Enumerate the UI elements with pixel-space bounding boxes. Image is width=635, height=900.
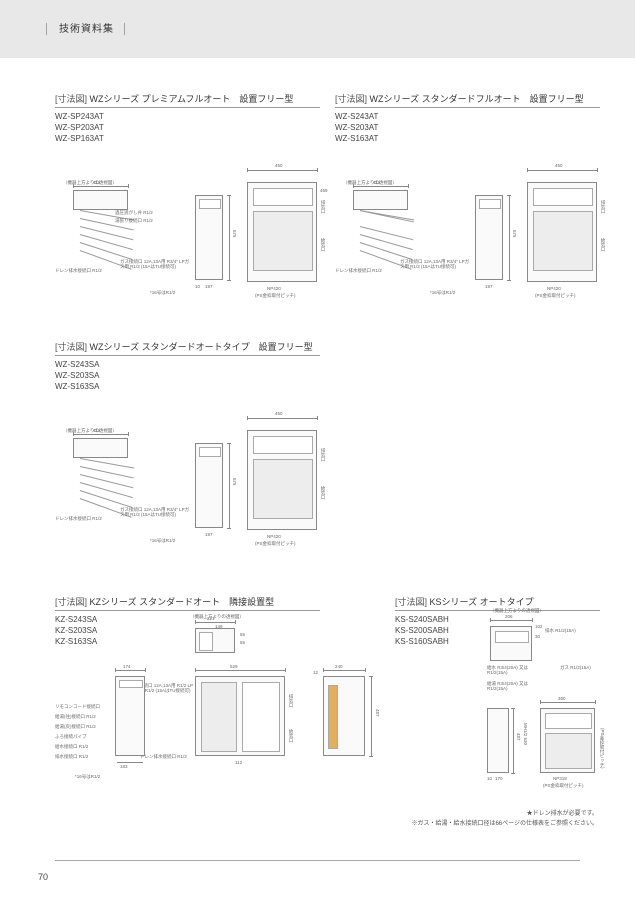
header-bar-left: │	[44, 24, 51, 35]
footnote-1: ★ドレン排水が必要です。	[350, 808, 598, 817]
section-title: [寸法図] KZシリーズ スタンダードオート 隣接設置型	[55, 595, 320, 608]
topview-box	[73, 190, 128, 210]
diagram-kz-standard: （機器上方よりの透視図） 221 149 55 55 リモコンコード接続口 給湯…	[55, 614, 395, 814]
section-title: [寸法図] WZシリーズ スタンダードフルオート 設置フリー型	[335, 92, 600, 105]
model-list: WZ-SP243AT WZ-SP203AT WZ-SP163AT	[55, 112, 320, 144]
header-title-text: 技術資料集	[59, 24, 114, 35]
section-divider	[335, 107, 600, 108]
header-bar-right: │	[122, 24, 129, 35]
section-divider	[55, 355, 320, 356]
section-title: [寸法図] WZシリーズ スタンダードオートタイプ 設置フリー型	[55, 340, 320, 353]
front-box	[247, 182, 317, 282]
footnote-2: ※ガス・給湯・給水接続口径は66ページの仕様表をご参照ください。	[350, 818, 598, 827]
model-list: WZ-S243AT WZ-S203AT WZ-S163AT	[335, 112, 600, 144]
section-wz-standard-auto: [寸法図] WZシリーズ スタンダードオートタイプ 設置フリー型 WZ-S243…	[55, 340, 320, 392]
section-divider	[55, 107, 320, 108]
section-wz-premium: [寸法図] WZシリーズ プレミアムフルオート 設置フリー型 WZ-SP243A…	[55, 92, 320, 144]
footer-rule	[55, 860, 580, 861]
page-number: 70	[38, 872, 48, 882]
section-title: [寸法図] WZシリーズ プレミアムフルオート 設置フリー型	[55, 92, 320, 105]
dim-412	[73, 186, 128, 187]
diagram-wz-standard-auto: （機器上方よりの透視図） 412 ドレン排水接続口 R1/2 ガス接続口 12A…	[55, 408, 320, 558]
diagram-wz-premium: （機器上方よりの透視図） 412 過圧逃がし弁 R1/2 湯張り接続口 R1/2…	[55, 160, 320, 310]
section-divider	[55, 610, 320, 611]
model-list: WZ-S243SA WZ-S203SA WZ-S163SA	[55, 360, 320, 392]
section-wz-standard-full: [寸法図] WZシリーズ スタンダードフルオート 設置フリー型 WZ-S243A…	[335, 92, 600, 144]
page-header: │ 技術資料集 │	[40, 20, 133, 35]
diagram-wz-standard-full: （機器上方よりの透視図） 412 ドレン排水接続口 R1/2 ガス接続口 12A…	[335, 160, 600, 310]
diagram-ks-auto: （機器上方よりの透視図） 206 102 30 排水 R1/2(15A) 給水 …	[395, 608, 610, 808]
section-title: [寸法図] KSシリーズ オートタイプ	[395, 595, 600, 608]
side-box	[195, 195, 223, 280]
